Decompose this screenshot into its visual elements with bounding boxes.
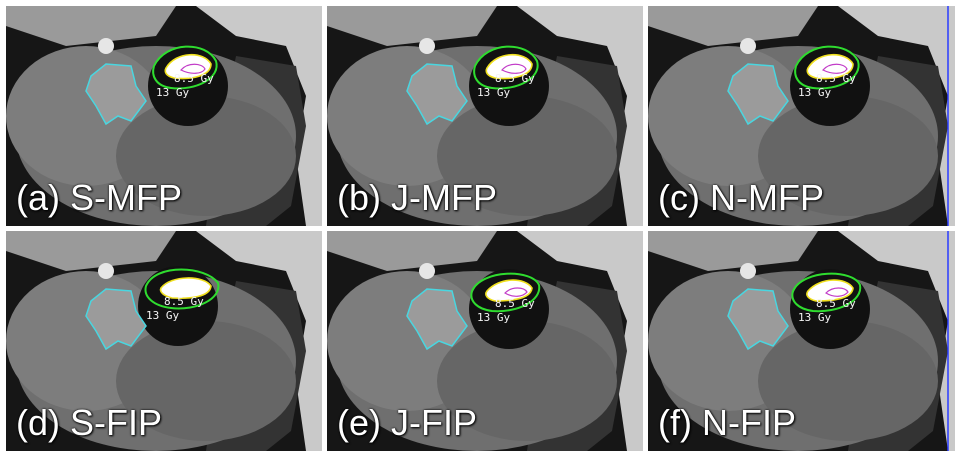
panel-e: 8.5 Gy 13 Gy (e) J-FIP: [327, 231, 643, 451]
isodose-inner-label: 8.5 Gy: [164, 295, 204, 308]
mri-scan-d: 8.5 Gy 13 Gy: [6, 231, 322, 451]
panel-caption: (a) S-MFP: [16, 177, 182, 218]
panel-c: 8.5 Gy 13 Gy (c) N-MFP: [648, 6, 955, 226]
panel-caption: (f) N-FIP: [658, 402, 796, 443]
isodose-inner-label: 8.5 Gy: [495, 72, 535, 85]
mri-scan-a: 8.5 Gy 13 Gy: [6, 6, 322, 226]
isodose-outer-label: 13 Gy: [156, 86, 189, 99]
panel-b: 8.5 Gy 13 Gy (b) J-MFP: [327, 6, 643, 226]
isodose-inner-label: 8.5 Gy: [174, 72, 214, 85]
isodose-outer-label: 13 Gy: [477, 311, 510, 324]
mri-scan-f: 8.5 Gy 13 Gy: [648, 231, 955, 451]
isodose-outer-label: 13 Gy: [477, 86, 510, 99]
mri-scan-e: 8.5 Gy 13 Gy: [327, 231, 643, 451]
panel-d: 8.5 Gy 13 Gy (d) S-FIP: [6, 231, 322, 451]
isodose-outer-label: 13 Gy: [798, 86, 831, 99]
isodose-outer-label: 13 Gy: [798, 311, 831, 324]
isodose-outer-label: 13 Gy: [146, 309, 179, 322]
panel-f: 8.5 Gy 13 Gy (f) N-FIP: [648, 231, 955, 451]
isodose-inner-label: 8.5 Gy: [495, 297, 535, 310]
isodose-inner-label: 8.5 Gy: [816, 297, 856, 310]
panel-caption: (d) S-FIP: [16, 402, 163, 443]
panel-caption: (e) J-FIP: [337, 402, 477, 443]
isodose-inner-label: 8.5 Gy: [816, 72, 856, 85]
panel-caption: (b) J-MFP: [337, 177, 497, 218]
mri-scan-c: 8.5 Gy 13 Gy: [648, 6, 955, 226]
panel-a: 8.5 Gy 13 Gy (a) S-MFP: [6, 6, 322, 226]
panel-caption: (c) N-MFP: [658, 177, 824, 218]
mri-scan-b: 8.5 Gy 13 Gy: [327, 6, 643, 226]
